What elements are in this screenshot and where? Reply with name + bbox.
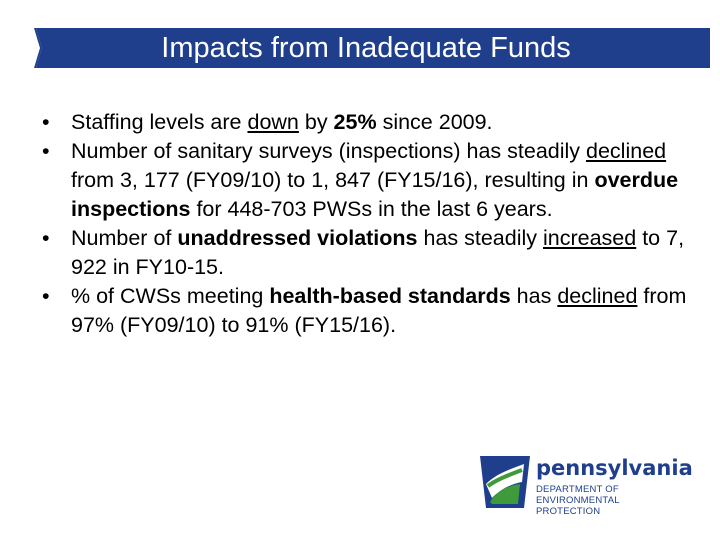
bullet-text-segment: unaddressed violations (177, 226, 418, 250)
bullet-text-segment: since 2009. (376, 110, 493, 134)
bullet-dot: • (42, 284, 50, 308)
bullet-text-segment: has (510, 284, 558, 308)
keystone-logo-icon (480, 456, 530, 508)
bullet-text-segment: Number of (71, 226, 178, 250)
bullet-text-segment: has steadily (417, 226, 543, 250)
title-bar: Impacts from Inadequate Funds (22, 28, 710, 68)
bullet-text-segment: from 3, 177 (FY09/10) to 1, 847 (FY15/16… (71, 168, 595, 192)
bullet-text-segment: down (247, 110, 299, 134)
bullet-text-segment: Number of sanitary surveys (inspections)… (71, 139, 587, 163)
bullet-dot: • (42, 139, 50, 163)
logo-subtitle: DEPARTMENT OF ENVIRONMENTAL PROTECTION (536, 484, 696, 517)
bullet-text-segment: declined (586, 139, 667, 163)
bullet-text-segment: for 448-703 PWSs in the last 6 years. (190, 197, 553, 221)
bullet-text-segment: to 7, 922 in FY10-15. (71, 226, 685, 279)
bullet-text-segment: by (298, 110, 334, 134)
bullet-text-segment: increased (543, 226, 637, 250)
bullet-item: • % of CWSs meeting health-based standard… (42, 282, 692, 340)
logo-subtitle-line1: DEPARTMENT OF ENVIRONMENTAL (536, 484, 620, 506)
bullet-list: • Staffing levels are down by 25% since 2… (42, 108, 692, 340)
slide-title: Impacts from Inadequate Funds (161, 32, 571, 64)
bullet-dot: • (42, 226, 50, 250)
arrow-icon (22, 28, 42, 68)
bullet-item: • Number of sanitary surveys (inspections… (42, 137, 692, 224)
bullet-text-segment: overdue inspections (71, 168, 679, 221)
logo-subtitle-line2: PROTECTION (536, 506, 601, 517)
bullet-text-segment: health-based standards (269, 284, 511, 308)
bullet-item: • Number of unaddressed violations has st… (42, 224, 692, 282)
bullet-text-segment: from 97% (FY09/10) to 91% (FY15/16). (71, 284, 687, 337)
bullet-dot: • (42, 110, 50, 134)
logo-name: pennsylvania (536, 456, 693, 480)
bullet-item: • Staffing levels are down by 25% since 2… (42, 108, 692, 137)
bullet-text-segment: Staffing levels are (71, 110, 248, 134)
bullet-text-segment: declined (557, 284, 638, 308)
bullet-text-segment: 25% (333, 110, 377, 134)
bullet-text-segment: % of CWSs meeting (71, 284, 270, 308)
pa-dep-logo: pennsylvania DEPARTMENT OF ENVIRONMENTAL… (478, 454, 698, 517)
